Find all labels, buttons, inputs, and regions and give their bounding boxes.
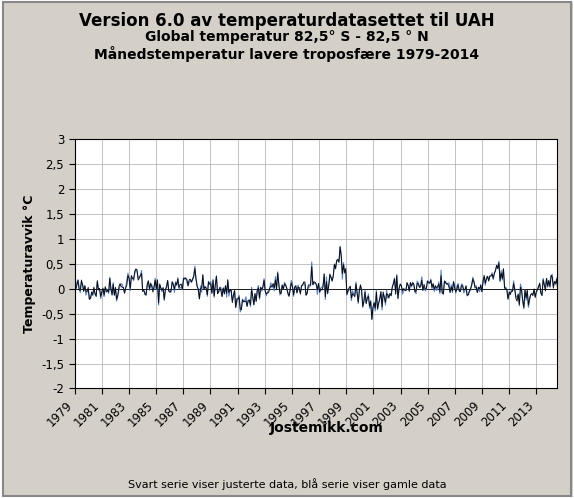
Text: Jostemikk.com: Jostemikk.com — [270, 421, 384, 435]
Text: Månedstemperatur lavere troposfære 1979-2014: Månedstemperatur lavere troposfære 1979-… — [95, 46, 479, 62]
Text: Svart serie viser justerte data, blå serie viser gamle data: Svart serie viser justerte data, blå ser… — [127, 478, 447, 490]
Text: Global temperatur 82,5° S - 82,5 ° N: Global temperatur 82,5° S - 82,5 ° N — [145, 30, 429, 44]
Y-axis label: Temperaturavvik °C: Temperaturavvik °C — [22, 195, 36, 333]
Text: Version 6.0 av temperaturdatasettet til UAH: Version 6.0 av temperaturdatasettet til … — [79, 12, 495, 30]
